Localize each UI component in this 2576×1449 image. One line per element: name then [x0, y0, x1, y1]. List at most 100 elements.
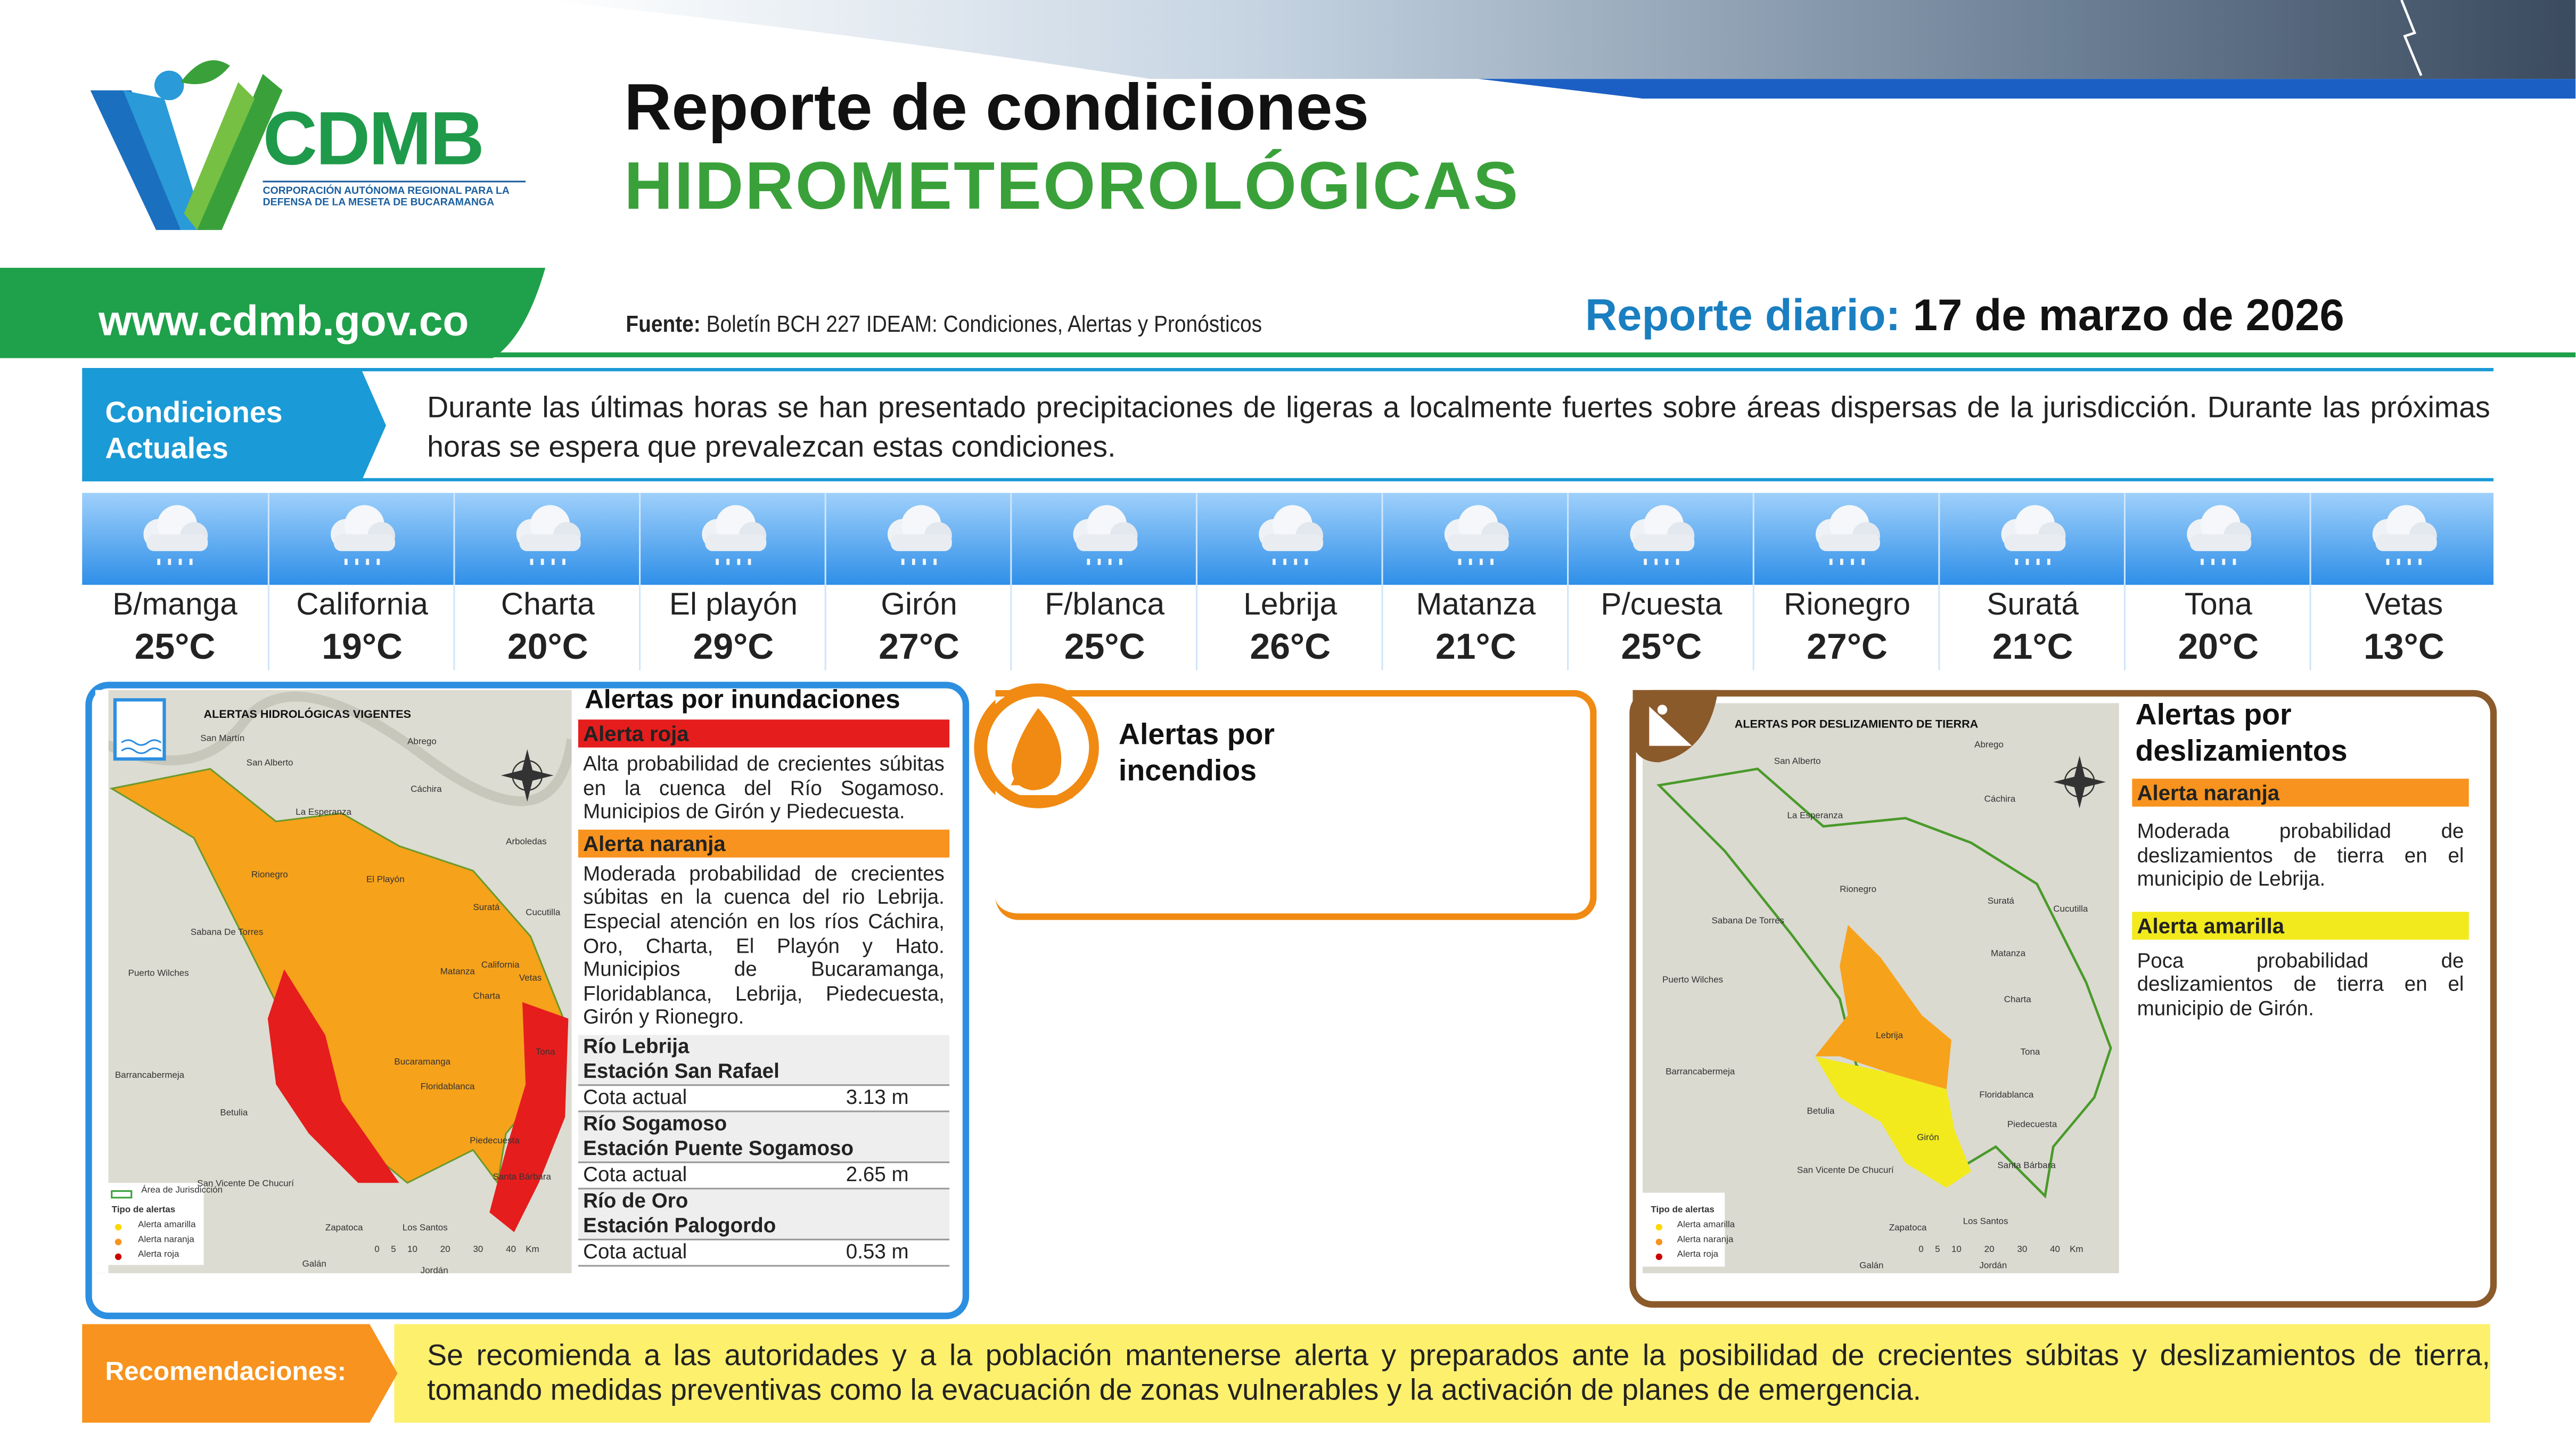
- measure: Cota actual: [583, 1240, 687, 1264]
- city: California: [296, 588, 429, 623]
- alert-level: Alerta naranja: [578, 829, 950, 857]
- flood-map: ALERTAS HIDROLÓGICAS VIGENTES San Martín…: [95, 690, 572, 1273]
- river: Río Sogamoso: [578, 1112, 950, 1137]
- temperature: 29°C: [693, 626, 774, 667]
- map-label: Suratá: [473, 903, 500, 914]
- conditions-text: Durante las últimas horas se han present…: [427, 391, 2490, 463]
- forecast-day: Vetas 13°C: [2309, 493, 2497, 670]
- org-full-name: CORPORACIÓN AUTÓNOMA REGIONAL PARA LA DE…: [262, 181, 526, 209]
- scale-label: 10: [407, 1245, 417, 1255]
- source: Fuente: Boletín BCH 227 IDEAM: Condicion…: [626, 310, 1262, 337]
- source-label: Fuente:: [626, 310, 701, 337]
- map-label: Santa Bárbara: [1997, 1161, 2056, 1172]
- map-title: ALERTAS HIDROLÓGICAS VIGENTES: [203, 709, 412, 722]
- measure: Cota actual: [583, 1163, 687, 1186]
- scale-label: 30: [473, 1245, 483, 1255]
- website: www.cdmb.gov.co: [99, 296, 469, 345]
- map-label: Cáchira: [1984, 795, 2016, 805]
- scale-label: Km: [526, 1245, 539, 1255]
- city: Lebrija: [1243, 588, 1338, 623]
- map-label: Barrancabermeja: [1666, 1068, 1735, 1078]
- temperature: 25°C: [134, 626, 216, 667]
- station-name: Estación Palogordo: [578, 1214, 950, 1240]
- report-date: Reporte diario: 17 de marzo de 2026: [1585, 291, 2344, 342]
- fire-icon: [977, 686, 1099, 808]
- scale-label: 5: [391, 1245, 396, 1255]
- map-label: Cáchira: [411, 785, 442, 796]
- flood-info: Alertas por inundaciones Alerta roja Alt…: [578, 686, 950, 1267]
- station-name: Estación Puente Sogamoso: [578, 1136, 950, 1163]
- landslide-info: Alertas por deslizamientos Alerta naranj…: [2132, 697, 2469, 1031]
- map-label: Los Santos: [402, 1224, 448, 1234]
- rain-icon: [872, 500, 964, 578]
- level: 0.53 m: [846, 1240, 909, 1264]
- station: Río de Oro Estación Palogordo Cota actual 0…: [578, 1189, 950, 1267]
- rain-icon: [1986, 500, 2078, 578]
- measure: Cota actual: [583, 1085, 687, 1109]
- stations: Río Lebrija Estación San Rafael Cota actua…: [578, 1035, 950, 1267]
- temperature: 21°C: [1435, 626, 1516, 667]
- map-label: Rionegro: [251, 871, 288, 881]
- map-label: San Alberto: [246, 759, 293, 769]
- rain-icon: [315, 500, 407, 578]
- map-title: ALERTAS POR DESLIZAMIENTO DE TIERRA: [1734, 719, 1979, 731]
- map-label: Piedecuesta: [470, 1136, 520, 1147]
- scale-label: 0: [1918, 1245, 1924, 1255]
- conditions-label: Condiciones Actuales: [105, 396, 283, 465]
- forecast-day: Matanza 21°C: [1381, 493, 1569, 670]
- status: Condiciones Normales: [1176, 824, 1515, 859]
- forecast-day: Suratá 21°C: [1938, 493, 2126, 670]
- forecast-day: Charta 20°C: [453, 493, 641, 670]
- city: F/blanca: [1045, 588, 1165, 623]
- city: Girón: [881, 588, 957, 623]
- map-label: Tona: [2020, 1048, 2040, 1058]
- forecast-day: Girón 27°C: [824, 493, 1012, 670]
- date: 17 de marzo de 2026: [1913, 291, 2344, 340]
- city: Tona: [2184, 588, 2252, 623]
- forecast-day: Tona 20°C: [2123, 493, 2311, 670]
- rain-icon: [2357, 500, 2449, 578]
- lightning: [2400, 0, 2423, 76]
- map-label: Abrego: [1974, 741, 2004, 751]
- alert-text: Alta probabilidad de crecientes súbitas …: [583, 752, 945, 824]
- temperature: 20°C: [507, 626, 588, 667]
- map-label: Suratá: [1987, 897, 2014, 907]
- map-label: El Playón: [366, 875, 405, 886]
- map-label: Bucaramanga: [394, 1058, 451, 1068]
- temperature: 25°C: [1064, 626, 1145, 667]
- forecast-day: P/cuesta 25°C: [1567, 493, 1754, 670]
- temperature: 26°C: [1250, 626, 1331, 667]
- map-label: La Esperanza: [1787, 811, 1843, 822]
- conditions-tag: [82, 370, 386, 481]
- map-label: Cucutilla: [526, 908, 561, 919]
- recommendation-tag: [82, 1324, 398, 1423]
- panel-title: Alertas por inundaciones: [585, 686, 900, 715]
- map-label: Cucutilla: [2053, 905, 2088, 915]
- city: Matanza: [1416, 588, 1536, 623]
- banner-stripe: [1478, 79, 2576, 99]
- reading: Cota actual 3.13 m: [578, 1085, 950, 1112]
- map-label: San Vicente De Chucurí: [197, 1180, 294, 1190]
- map-label: Barrancabermeja: [114, 1071, 185, 1081]
- map-label: California: [481, 961, 520, 971]
- city: Vetas: [2365, 588, 2443, 623]
- legend-item: Alerta amarilla: [138, 1221, 196, 1231]
- station: Río Lebrija Estación San Rafael Cota actua…: [578, 1035, 950, 1112]
- landslide-map: ALERTAS POR DESLIZAMIENTO DE TIERRA San …: [1643, 703, 2119, 1273]
- flood-map-shapes: [95, 690, 572, 1273]
- temperature: 19°C: [322, 626, 403, 667]
- map-label: San Vicente De Chucurí: [1796, 1166, 1894, 1176]
- map-label: Piedecuesta: [2007, 1120, 2057, 1131]
- city: Suratá: [1987, 588, 2079, 623]
- river: Río Lebrija: [578, 1035, 950, 1060]
- station-name: Estación San Rafael: [578, 1059, 950, 1086]
- level: 2.65 m: [846, 1163, 909, 1186]
- map-label: Rionegro: [1840, 885, 1877, 896]
- scale-label: 20: [1984, 1245, 1995, 1255]
- reading: Cota actual 0.53 m: [578, 1240, 950, 1267]
- map-label: Sabana De Torres: [190, 928, 264, 938]
- landslide-map-shapes: [1643, 703, 2119, 1273]
- scale-label: Km: [2070, 1245, 2083, 1255]
- map-label: Tona: [535, 1048, 555, 1058]
